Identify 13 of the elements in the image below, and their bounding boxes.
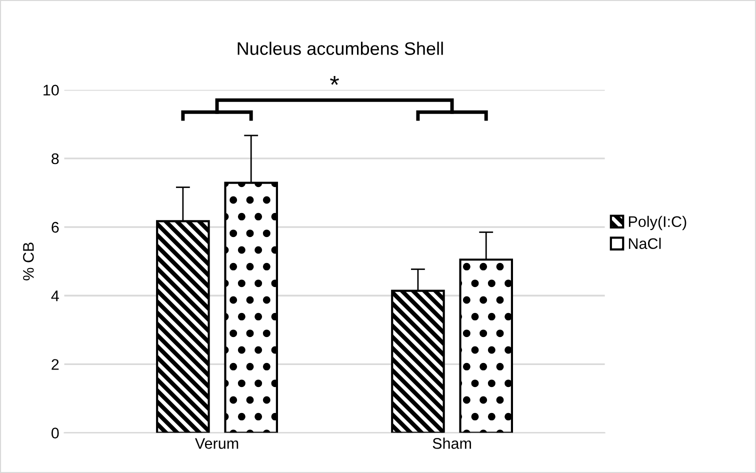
y-tick-label: 4: [51, 290, 59, 302]
text: *: [330, 76, 340, 85]
y-tick-label: 2: [52, 359, 59, 370]
x-tick-label: Verum: [195, 438, 238, 449]
chart-title: Nucleus accumbens Shell: [238, 42, 443, 55]
x-tick-label: Sham: [432, 438, 471, 449]
y-tick-label: 8: [52, 153, 59, 164]
legend-label: NaCl: [628, 238, 661, 250]
y-tick-label: 6: [52, 222, 59, 233]
legend-label: Poly(I:C): [628, 216, 686, 230]
y-axis-title: % CB: [23, 242, 34, 280]
y-tick-label: 0: [52, 428, 59, 438]
y-tick-label: 10: [44, 84, 59, 96]
